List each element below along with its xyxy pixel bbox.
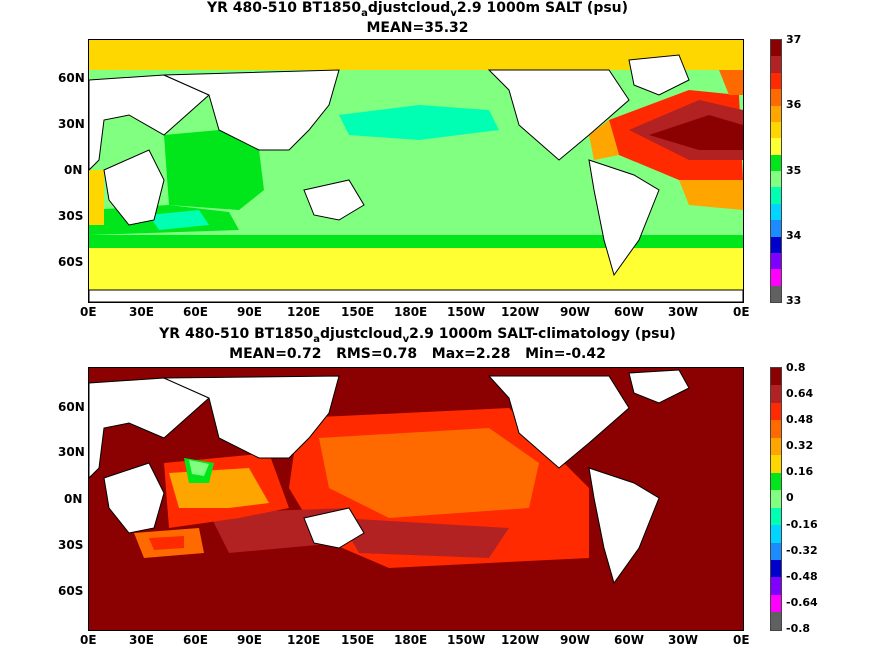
bottom-colorbar-tick: -0.16 (786, 518, 818, 531)
colorbar-segment (771, 525, 781, 543)
top-lon-label: 30W (668, 305, 698, 319)
colorbar-segment (771, 612, 781, 630)
bottom-lat-label-60n: 60N (58, 400, 85, 414)
bottom-lon-label: 60W (614, 633, 644, 647)
colorbar-segment (771, 437, 781, 456)
top-colorbar-tick: 33 (786, 294, 802, 307)
colorbar-segment (771, 220, 781, 237)
bottom-lon-label: 120W (501, 633, 540, 647)
colorbar-segment (771, 490, 781, 508)
top-lon-label: 90W (560, 305, 590, 319)
bottom-lon-label: 0E (733, 633, 750, 647)
colorbar-segment (771, 472, 781, 491)
bottom-colorbar-tick: -0.32 (786, 544, 818, 557)
colorbar-segment (771, 40, 781, 57)
colorbar-segment (771, 559, 781, 578)
bottom-lon-label: 30E (129, 633, 154, 647)
top-panel-stats: MEAN=35.32 (366, 20, 469, 36)
bottom-colorbar-tick: 0.64 (786, 387, 814, 400)
colorbar-segment (771, 154, 781, 171)
bottom-lat-label-30n: 30N (58, 445, 85, 459)
colorbar-segment (771, 455, 781, 473)
colorbar-segment (771, 56, 781, 73)
top-lon-label: 150W (447, 305, 486, 319)
colorbar-segment (771, 138, 781, 155)
top-lat-label-60s: 60S (58, 255, 84, 269)
bottom-colorbar-tick: 0.8 (786, 361, 806, 374)
top-lon-label: 90E (237, 305, 262, 319)
colorbar-segment (771, 203, 781, 221)
bottom-lon-label: 90E (237, 633, 262, 647)
bottom-lon-label: 150E (341, 633, 375, 647)
colorbar-segment (771, 89, 781, 106)
colorbar-segment (771, 269, 781, 286)
top-lon-label: 120W (501, 305, 540, 319)
colorbar-segment (771, 121, 781, 139)
top-lon-label: 60W (614, 305, 644, 319)
bottom-colorbar-tick: -0.8 (786, 622, 811, 635)
top-lon-label: 180E (394, 305, 428, 319)
bottom-colorbar (770, 367, 782, 631)
bottom-lon-label: 30W (668, 633, 698, 647)
colorbar-segment (771, 236, 781, 253)
top-lon-label: 30E (129, 305, 154, 319)
bottom-colorbar-tick: -0.64 (786, 596, 818, 609)
bottom-lon-label: 120E (287, 633, 321, 647)
bottom-colorbar-tick: 0 (786, 491, 794, 504)
top-lat-label-30s: 30S (58, 209, 84, 223)
colorbar-segment (771, 385, 781, 403)
bottom-lon-label: 150W (447, 633, 486, 647)
top-colorbar-tick: 37 (786, 33, 802, 46)
bottom-colorbar-tick: 0.48 (786, 413, 814, 426)
colorbar-segment (771, 252, 781, 270)
colorbar-segment (771, 285, 781, 302)
top-lon-label: 60E (183, 305, 208, 319)
colorbar-segment (771, 577, 781, 595)
bottom-colorbar-tick: 0.16 (786, 465, 814, 478)
colorbar-segment (771, 171, 781, 188)
colorbar-segment (771, 507, 781, 526)
colorbar-segment (771, 72, 781, 90)
bottom-lon-label: 60E (183, 633, 208, 647)
top-colorbar-tick: 34 (786, 229, 802, 242)
top-colorbar-tick: 36 (786, 98, 802, 111)
bottom-lon-label: 90W (560, 633, 590, 647)
bottom-colorbar-tick: 0.32 (786, 439, 814, 452)
top-lon-label: 0E (80, 305, 97, 319)
colorbar-segment (771, 420, 781, 438)
top-lat-label-60n: 60N (58, 71, 85, 85)
bottom-lat-label-60s: 60S (58, 584, 84, 598)
colorbar-segment (771, 187, 781, 204)
top-lat-label-0n: 0N (64, 163, 83, 177)
top-lon-label: 0E (733, 305, 750, 319)
bottom-lon-label: 0E (80, 633, 97, 647)
top-colorbar-tick: 35 (786, 164, 802, 177)
colorbar-segment (771, 105, 781, 122)
bottom-lat-label-0n: 0N (64, 492, 83, 506)
bottom-colorbar-tick: -0.48 (786, 570, 818, 583)
top-lon-label: 120E (287, 305, 321, 319)
bottom-lon-label: 180E (394, 633, 428, 647)
colorbar-segment (771, 368, 781, 386)
top-colorbar (770, 39, 782, 303)
colorbar-segment (771, 594, 781, 613)
bottom-panel-stats: MEAN=0.72 RMS=0.78 Max=2.28 Min=-0.42 (229, 346, 606, 362)
bottom-lat-label-30s: 30S (58, 538, 84, 552)
colorbar-segment (771, 542, 781, 560)
top-lat-label-30n: 30N (58, 117, 85, 131)
bottom-panel-title: YR 480-510 BT1850adjustcloudv2.9 1000m S… (159, 326, 676, 345)
top-map (88, 39, 744, 303)
bottom-map (88, 367, 744, 631)
top-panel-title: YR 480-510 BT1850adjustcloudv2.9 1000m S… (206, 0, 629, 19)
colorbar-segment (771, 402, 781, 421)
top-lon-label: 150E (341, 305, 375, 319)
